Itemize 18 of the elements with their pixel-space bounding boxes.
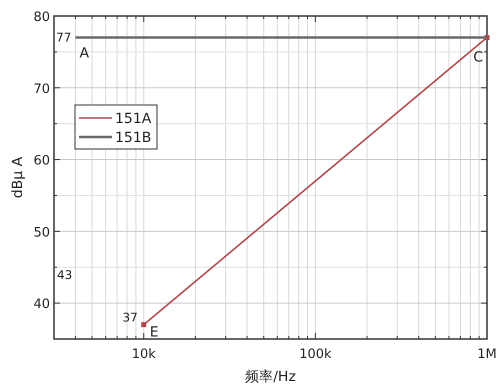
annotation: C xyxy=(473,50,484,66)
y-tick-label: 80 xyxy=(33,10,50,25)
annotation: 77 xyxy=(56,30,72,45)
legend-label: 151B xyxy=(115,130,152,146)
y-axis-title: dBμ A xyxy=(10,156,26,198)
annotation: 37 xyxy=(122,310,138,325)
y-tick-label: 70 xyxy=(33,82,50,97)
legend-label: 151A xyxy=(115,111,152,127)
x-axis-title: 频率/Hz xyxy=(245,369,296,385)
y-tick-label: 40 xyxy=(33,297,50,312)
annotation: A xyxy=(79,46,90,62)
y-tick-label: 60 xyxy=(33,154,50,169)
annotation: 43 xyxy=(57,268,72,282)
x-tick-label: 10k xyxy=(132,347,156,362)
x-tick-label: 1M xyxy=(477,347,497,362)
x-tick-label: 100k xyxy=(299,347,332,362)
y-tick-label: 50 xyxy=(33,225,50,240)
annotation: E xyxy=(150,324,159,341)
